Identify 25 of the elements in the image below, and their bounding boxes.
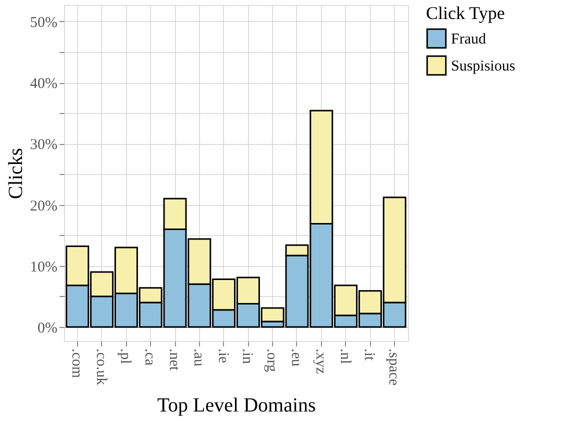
y-tick-label: 30%: [30, 137, 58, 154]
x-tick-label: .it: [361, 348, 378, 362]
x-tick-label: .au: [190, 348, 206, 367]
x-tick-label: .eu: [288, 348, 304, 367]
x-tick-label: .xyz: [312, 348, 328, 374]
x-tick-label: .ie: [214, 348, 231, 364]
x-axis-title: Top Level Domains: [157, 394, 316, 417]
legend-label: Fraud: [451, 32, 486, 48]
x-tick-label: .nl: [336, 348, 353, 364]
legend-title: Click Type: [426, 3, 505, 23]
y-axis-title: Clicks: [5, 148, 28, 200]
y-tick-label: 50%: [30, 14, 58, 31]
y-tick-label: 20%: [30, 198, 58, 214]
x-tick-label: .com: [68, 348, 84, 378]
x-tick-label: .org: [264, 348, 280, 372]
x-tick-label: .ca: [142, 348, 158, 366]
x-tick-label: .co.uk: [92, 348, 109, 386]
x-tick-label: .net: [166, 348, 182, 372]
x-tick-label: .in: [239, 348, 256, 364]
legend-label: Suspisious: [451, 58, 516, 74]
y-tick-label: 0%: [38, 320, 58, 336]
y-tick-label: 10%: [30, 259, 58, 276]
x-tick-label: .space: [386, 348, 402, 386]
x-tick-label: .pl: [117, 348, 134, 364]
y-tick-label: 40%: [30, 76, 58, 92]
